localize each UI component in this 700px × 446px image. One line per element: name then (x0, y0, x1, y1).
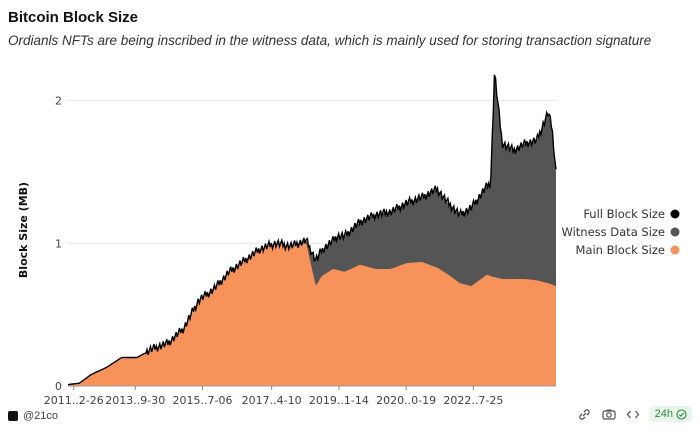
camera-icon[interactable] (602, 407, 616, 421)
x-tick-label: 2022..7-25 (443, 394, 503, 407)
code-icon[interactable] (626, 407, 640, 421)
legend: Full Block Size Witness Data Size Main Blo… (561, 207, 680, 257)
refresh-interval: 24h (654, 408, 673, 420)
legend-witness-data-size-label: Witness Data Size (561, 225, 665, 239)
chart-subtitle: Ordianls NFTs are being inscribed in the… (8, 33, 652, 48)
refresh-badge: 24h (649, 406, 692, 422)
x-tick-label: 2019..1-14 (309, 394, 369, 407)
x-tick-label: 2013..9-30 (105, 394, 165, 407)
x-tick-label: 2011..2-26 (44, 394, 104, 407)
legend-witness-data-size-swatch (670, 227, 680, 237)
legend-main-block-size-label: Main Block Size (576, 243, 665, 257)
series-areas (67, 74, 557, 387)
legend-main-block-size-swatch (670, 245, 680, 255)
check-circle-icon (676, 408, 687, 420)
brand-handle: @21co (23, 410, 59, 422)
footer-brand[interactable]: @21co (8, 410, 58, 422)
legend-full-block-size-swatch (670, 209, 680, 219)
x-tick-label: 2020..0-19 (376, 394, 436, 407)
chart-title: Bitcoin Block Size (8, 9, 139, 26)
brand-logo-icon (8, 411, 18, 421)
y-tick-label: 1 (55, 237, 62, 250)
main-block-area (68, 243, 556, 386)
legend-full-block-size-label: Full Block Size (583, 207, 665, 221)
y-tick-label: 0 (55, 380, 62, 393)
full-block-line (67, 74, 557, 386)
axes: 0 1 2 2011..2-26 2013..9-30 2015..7-06 2017..4… (44, 95, 556, 407)
link-icon[interactable] (578, 407, 592, 421)
y-tick-label: 2 (55, 95, 62, 108)
x-tick-label: 2015..7-06 (173, 394, 233, 407)
footer-actions: 24h (578, 406, 692, 422)
x-tick-label: 2017..4-10 (242, 394, 302, 407)
y-axis-label: Block Size (MB) (17, 182, 30, 278)
